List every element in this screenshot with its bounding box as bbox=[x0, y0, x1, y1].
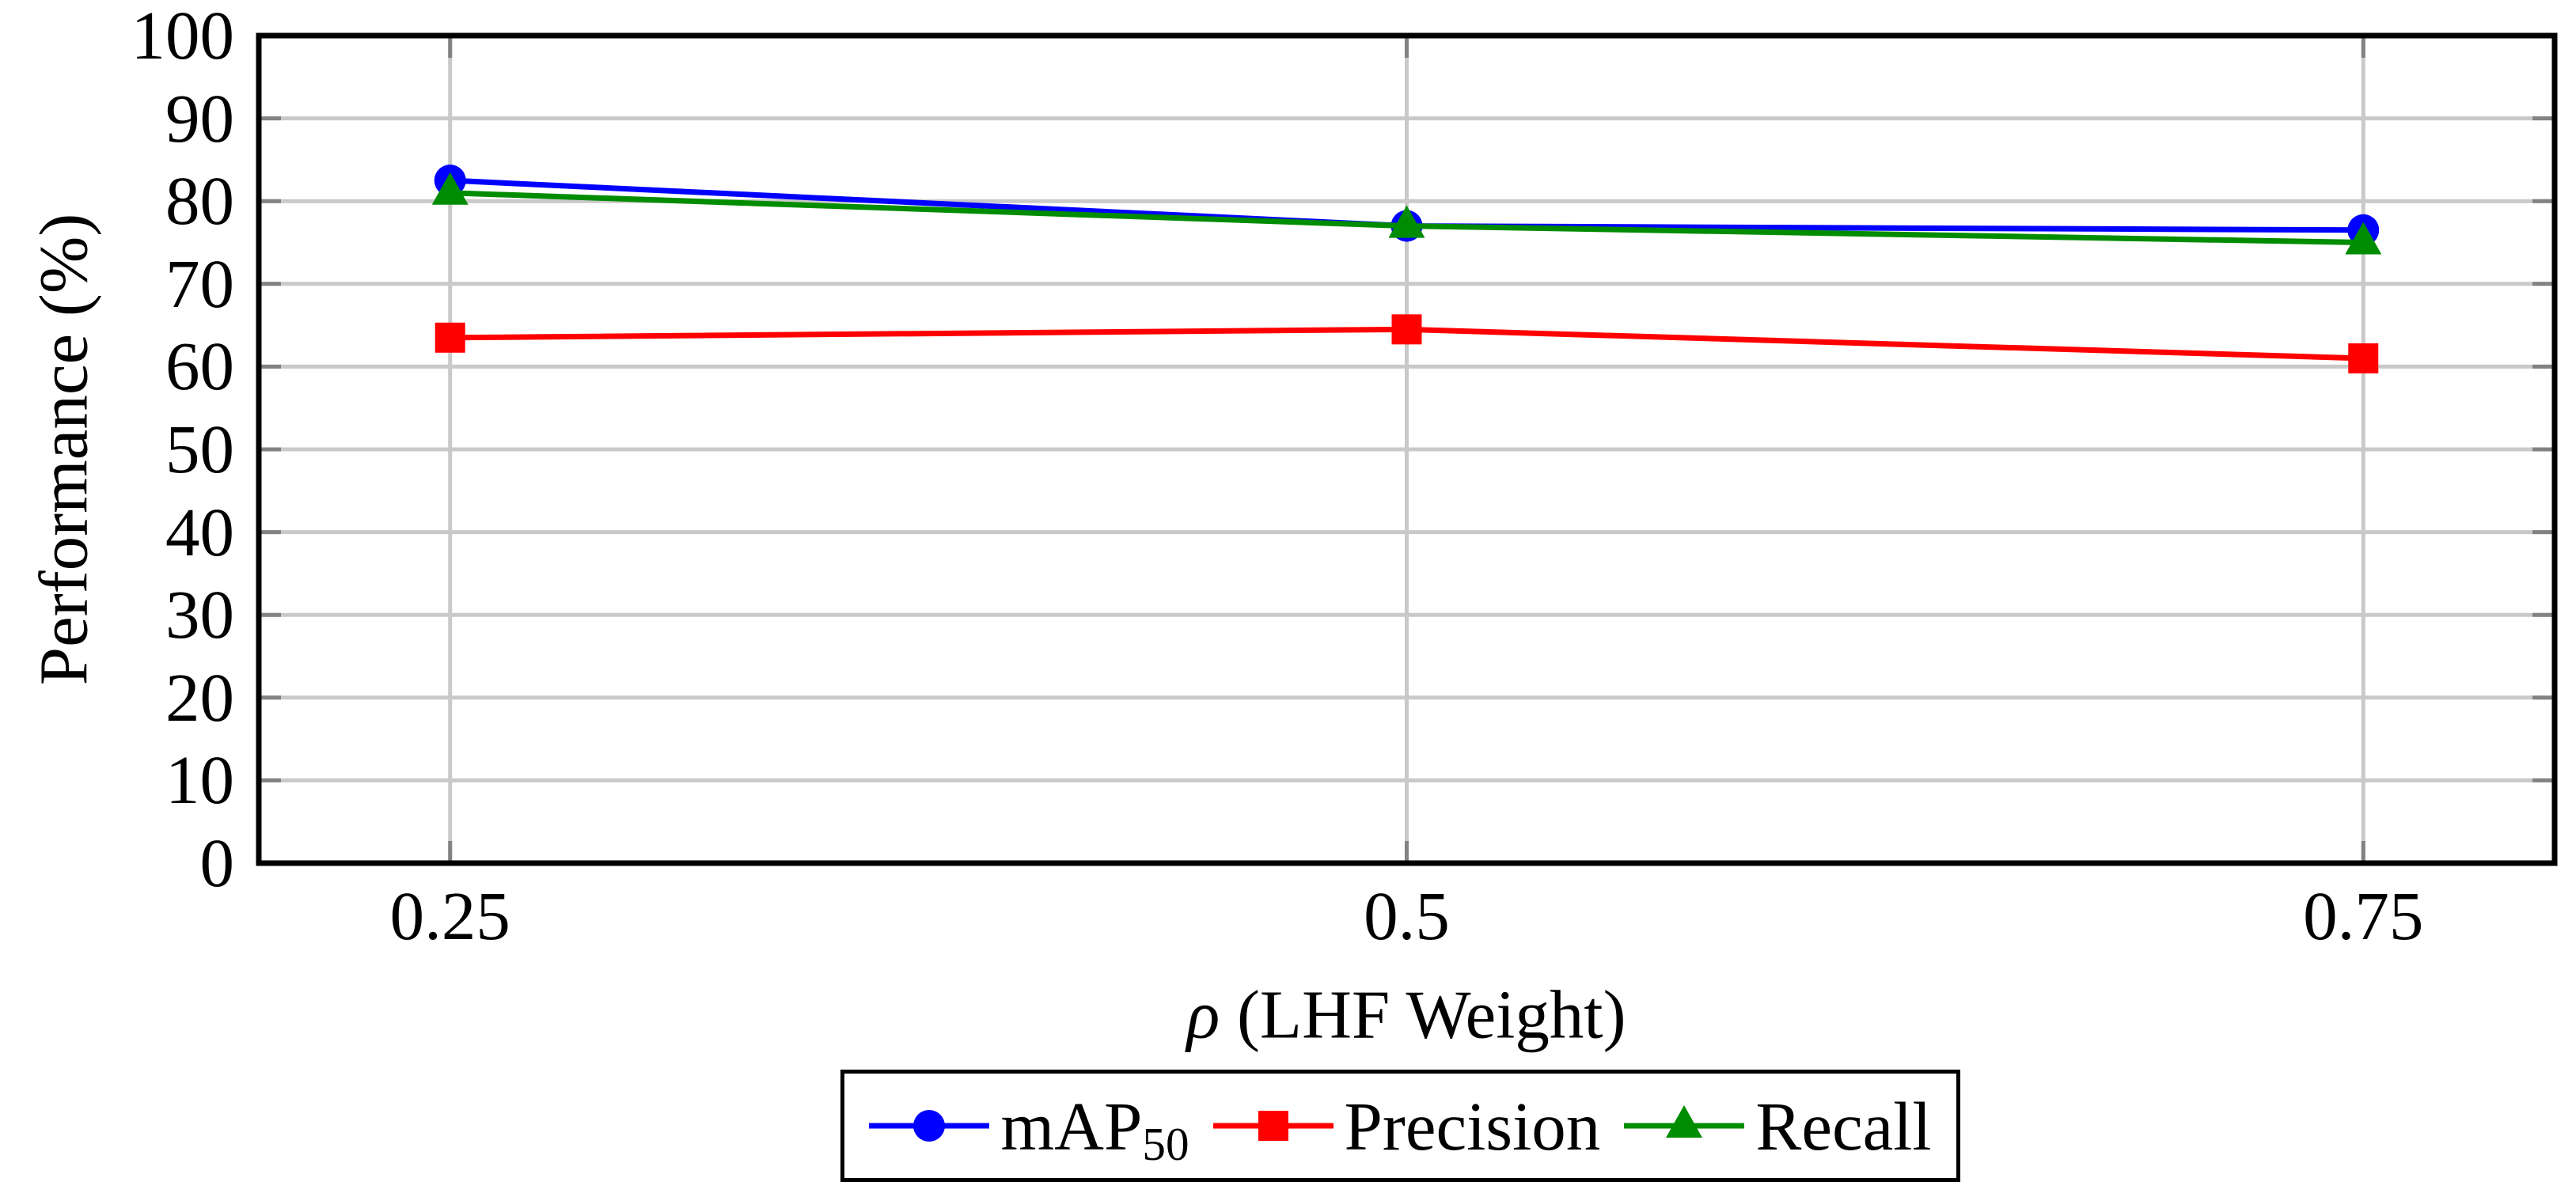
legend-label-recall: Recall bbox=[1755, 1087, 1932, 1165]
x-tick-label-0.5: 0.5 bbox=[1364, 877, 1450, 954]
y-tick-label-10: 10 bbox=[165, 741, 234, 819]
legend-item-precision: Precision bbox=[1212, 1087, 1601, 1165]
legend-item-map50: mAP50 bbox=[869, 1087, 1189, 1170]
x-tick-label-0.25: 0.25 bbox=[389, 877, 510, 954]
y-tick-label-0: 0 bbox=[199, 824, 235, 901]
y-tick-label-100: 100 bbox=[131, 0, 235, 74]
y-tick-label-50: 50 bbox=[165, 411, 234, 487]
series-marker-1 bbox=[2348, 343, 2379, 373]
y-tick-label-70: 70 bbox=[165, 244, 234, 322]
legend-sample-marker bbox=[1258, 1111, 1288, 1141]
x-axis-title: ρ (LHF Weight) bbox=[1186, 975, 1626, 1055]
series-marker-2 bbox=[1388, 205, 1425, 238]
legend-sample-precision bbox=[1212, 1111, 1334, 1141]
legend-item-recall: Recall bbox=[1624, 1087, 1932, 1165]
legend-sample-marker bbox=[913, 1110, 946, 1142]
legend-label-map50: mAP50 bbox=[1000, 1087, 1189, 1170]
series-marker-2 bbox=[2345, 222, 2382, 255]
legend-box: mAP50 Precision Recall bbox=[840, 1070, 1960, 1182]
series-marker-1 bbox=[434, 322, 465, 353]
y-tick-label-90: 90 bbox=[165, 79, 234, 157]
legend-label-map50-subscript: 50 bbox=[1142, 1117, 1189, 1170]
plot-frame bbox=[256, 32, 2558, 866]
legend-sample-recall bbox=[1624, 1105, 1745, 1138]
x-tick-label-0.75: 0.75 bbox=[2303, 877, 2424, 954]
legend-sample-map50 bbox=[869, 1110, 990, 1142]
series-marker-2 bbox=[431, 172, 469, 205]
y-tick-label-60: 60 bbox=[165, 328, 234, 405]
rho-symbol: ρ bbox=[1186, 975, 1220, 1053]
y-tick-label-20: 20 bbox=[165, 658, 234, 736]
legend-label-precision: Precision bbox=[1344, 1087, 1601, 1165]
series-marker-1 bbox=[1391, 314, 1422, 345]
y-tick-label-40: 40 bbox=[165, 493, 234, 570]
legend-sample-marker bbox=[1666, 1105, 1703, 1138]
x-axis-title-text: (LHF Weight) bbox=[1220, 975, 1626, 1053]
y-tick-label-80: 80 bbox=[165, 162, 234, 240]
y-axis-title: Performance (%) bbox=[25, 213, 102, 686]
y-tick-label-30: 30 bbox=[165, 576, 234, 653]
